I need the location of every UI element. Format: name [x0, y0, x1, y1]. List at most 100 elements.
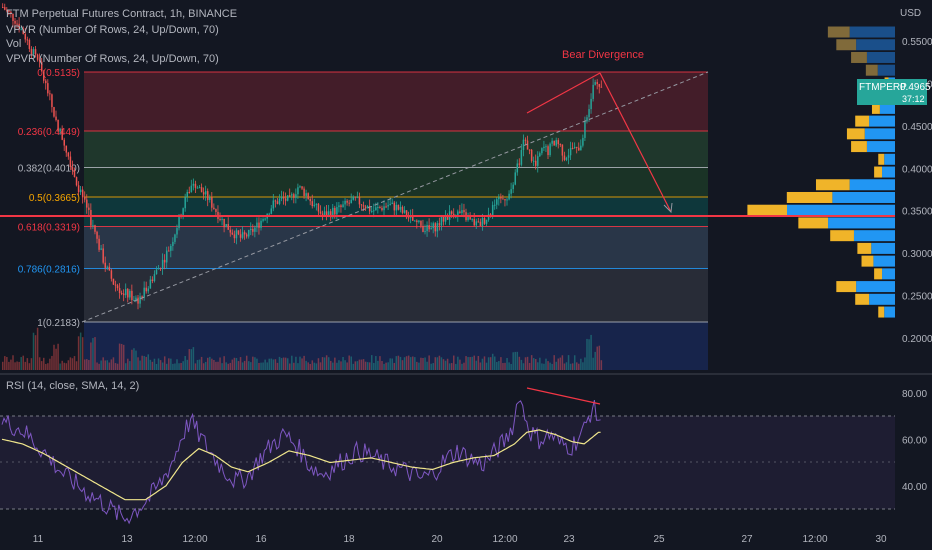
volume-bar: [264, 359, 266, 370]
volume-bar: [457, 356, 459, 370]
volume-bar: [436, 357, 439, 370]
rsi-legend[interactable]: RSI (14, close, SMA, 14, 2): [6, 380, 140, 392]
time-axis[interactable]: 11 13 12:00 16 18 20 12:00 23 25 27 12:00 30: [33, 534, 887, 545]
symbol-legend[interactable]: FTM Perpetual Futures Contract, 1h, BINA…: [6, 8, 238, 20]
rsi-axis[interactable]: 80.00 60.00 40.00: [902, 389, 927, 493]
time-tick-label: 16: [255, 534, 267, 545]
candle-body: [77, 185, 80, 193]
candle-body: [297, 187, 299, 195]
candle-body: [582, 137, 584, 146]
fib-zone-0236-0382: [84, 131, 708, 168]
volume-bar: [567, 355, 570, 370]
candle-body: [500, 197, 502, 199]
rsi-divergence-line[interactable]: [526, 387, 601, 405]
volume-bar: [586, 338, 588, 370]
rsi-line: [1, 399, 601, 525]
volume-bar: [565, 362, 568, 370]
fib-level-label: 1(0.2183): [37, 318, 80, 329]
candle-body: [200, 187, 203, 193]
vp-row-up: [786, 191, 833, 203]
volume-bar: [477, 355, 480, 370]
candle-body: [571, 147, 574, 149]
price-axis-currency: USD: [900, 8, 921, 19]
volume-bars: [2, 327, 603, 370]
candle-body: [512, 184, 514, 190]
volume-bar: [426, 361, 428, 370]
candle-body: [147, 288, 150, 292]
indicator-legend-vpvr-2[interactable]: VPVR (Number Of Rows, 24, Up/Down, 70): [6, 53, 219, 65]
candle-body: [34, 49, 37, 55]
volume-bar: [377, 360, 379, 370]
volume-bar: [22, 355, 24, 370]
candle-body: [59, 128, 61, 132]
candle-body: [522, 139, 525, 150]
volume-bar: [381, 361, 383, 370]
projection-arrow-line[interactable]: [599, 72, 672, 213]
volume-bar: [122, 344, 125, 370]
candle-body: [391, 202, 393, 204]
candle-body: [14, 20, 16, 24]
volume-bar: [307, 362, 309, 370]
volume-bar: [516, 351, 519, 370]
candle-body: [176, 228, 178, 235]
candle-body: [295, 194, 297, 198]
candle-body: [502, 198, 504, 200]
indicator-legend-vol[interactable]: Vol: [6, 38, 22, 50]
fib-level-label: 0(0.5135): [37, 68, 80, 79]
candle-body: [202, 192, 205, 195]
candle-body: [399, 206, 402, 210]
volume-bar: [254, 357, 256, 370]
candle-body: [40, 61, 43, 72]
volume-bar: [133, 348, 135, 370]
volume-bar: [90, 342, 92, 370]
candle-body: [313, 204, 316, 207]
price-axis[interactable]: USD 0.55000.50000.45000.40000.35000.3000…: [900, 8, 932, 345]
candle-body: [4, 7, 6, 10]
vp-row-up: [878, 153, 885, 165]
last-price-tag: [857, 79, 927, 105]
candle-body: [38, 59, 41, 62]
candle-body: [446, 216, 449, 220]
price-tick-label: 0.3500: [902, 207, 932, 218]
candle-body: [280, 196, 283, 199]
candle-body: [18, 23, 20, 30]
volume-bar: [539, 357, 541, 370]
candle-body: [405, 210, 408, 218]
volume-bar: [229, 362, 232, 370]
volume-bar: [143, 356, 145, 370]
candle-body: [368, 206, 371, 212]
volume-bar: [371, 355, 373, 370]
volume-bar: [498, 361, 500, 370]
rsi-tick-label: 60.00: [902, 435, 927, 446]
candle-body: [555, 140, 557, 146]
candle-body: [170, 245, 172, 251]
candle-body: [276, 201, 279, 204]
volume-bar: [69, 357, 72, 370]
candle-body: [311, 201, 314, 207]
vp-row-down: [856, 281, 895, 293]
volume-bar: [190, 349, 193, 370]
volume-bar: [231, 359, 234, 370]
volume-bar: [483, 356, 486, 370]
time-tick-label: 27: [741, 534, 753, 545]
candle-body: [243, 232, 246, 235]
candle-body: [301, 186, 303, 189]
volume-bar: [241, 362, 244, 370]
volume-bar: [55, 348, 57, 370]
volume-bar: [245, 355, 248, 370]
volume-bar: [418, 362, 420, 370]
price-divergence-line[interactable]: [526, 72, 601, 114]
indicator-legend-vpvr-1[interactable]: VPVR (Number Of Rows, 24, Up/Down, 70): [6, 24, 219, 36]
candle-body: [412, 215, 414, 221]
candle-body: [43, 71, 45, 81]
vp-row-down: [879, 102, 895, 114]
candle-body: [155, 269, 158, 275]
rsi-tick-label: 40.00: [902, 482, 927, 493]
candle-body: [401, 206, 404, 213]
volume-bar: [221, 363, 223, 370]
candle-body: [496, 199, 498, 205]
volume-bar: [284, 357, 287, 370]
candle-body: [53, 107, 55, 117]
dashed-trend-line[interactable]: [81, 71, 709, 323]
